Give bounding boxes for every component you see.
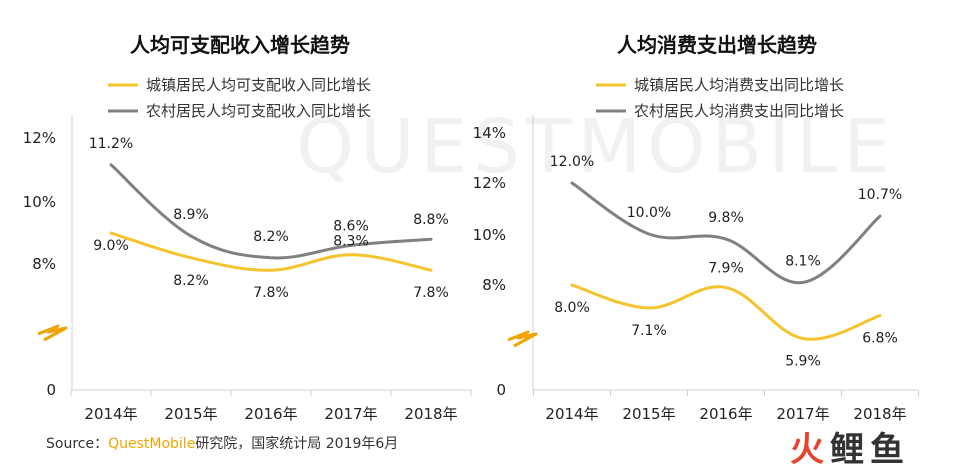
- data-label: 8.8%: [413, 212, 449, 228]
- chart-1: 人均可支配收入增长趋势城镇居民人均可支配收入同比增长农村居民人均可支配收入同比增…: [23, 33, 472, 423]
- data-label: 8.1%: [785, 253, 821, 269]
- data-label: 8.2%: [253, 229, 289, 245]
- y-tick-label: 8%: [482, 276, 506, 294]
- y-tick-label: 12%: [473, 174, 506, 192]
- x-tick-label: 2017年: [776, 405, 829, 423]
- y-tick-label: 10%: [23, 193, 56, 211]
- x-tick-label: 2014年: [545, 405, 598, 423]
- x-tick-label: 2018年: [853, 405, 906, 423]
- data-label: 11.2%: [89, 136, 133, 152]
- axis-break-icon: [37, 324, 68, 342]
- data-label: 7.9%: [708, 261, 744, 277]
- source-note: Source：QuestMobile研究院，国家统计局 2019年6月: [46, 433, 398, 453]
- legend-label: 城镇居民人均消费支出同比增长: [634, 76, 844, 94]
- data-label: 10.7%: [858, 187, 902, 203]
- x-tick-label: 2018年: [404, 405, 457, 423]
- data-label: 7.8%: [253, 285, 289, 301]
- data-label: 7.8%: [413, 285, 449, 301]
- data-label: 9.0%: [93, 238, 129, 254]
- data-label: 7.1%: [631, 323, 667, 339]
- source-brand: QuestMobile: [108, 436, 196, 452]
- data-label: 8.9%: [173, 207, 209, 223]
- legend-label: 城镇居民人均可支配收入同比增长: [146, 76, 371, 94]
- logo-part1: 火: [790, 430, 830, 470]
- series-line: [570, 181, 882, 285]
- data-label: 12.0%: [550, 154, 594, 170]
- data-label: 8.0%: [554, 300, 590, 316]
- watermark-text: QUESTMOBILE: [296, 104, 896, 190]
- x-tick-label: 2016年: [244, 405, 297, 423]
- y-tick-label: 0: [496, 381, 506, 399]
- chart-title: 人均可支配收入增长趋势: [130, 33, 350, 57]
- y-tick-label: 0: [46, 381, 56, 399]
- legend-label: 农村居民人均消费支出同比增长: [634, 102, 844, 120]
- x-tick-label: 2016年: [699, 405, 752, 423]
- y-tick-label: 8%: [32, 255, 56, 273]
- data-label: 8.2%: [173, 273, 209, 289]
- logo: 火鲤鱼: [790, 422, 910, 471]
- data-label: 5.9%: [785, 354, 821, 370]
- data-label: 10.0%: [627, 205, 671, 221]
- source-suffix: 研究院，国家统计局 2019年6月: [195, 436, 399, 452]
- source-prefix: Source：: [46, 436, 109, 452]
- y-tick-label: 14%: [473, 124, 506, 142]
- x-tick-label: 2014年: [84, 405, 137, 423]
- axis-break-icon: [507, 330, 538, 348]
- series-line: [570, 283, 882, 341]
- series-line: [109, 231, 433, 272]
- chart-title: 人均消费支出增长趋势: [617, 33, 817, 57]
- data-label: 6.8%: [862, 331, 898, 347]
- data-label: 9.8%: [708, 210, 744, 226]
- data-label: 8.6%: [333, 218, 369, 234]
- y-tick-label: 10%: [473, 226, 506, 244]
- legend-label: 农村居民人均可支配收入同比增长: [146, 102, 371, 120]
- y-tick-label: 12%: [23, 129, 56, 147]
- x-tick-label: 2015年: [164, 405, 217, 423]
- data-label: 8.3%: [333, 234, 369, 250]
- x-tick-label: 2017年: [324, 405, 377, 423]
- x-tick-label: 2015年: [622, 405, 675, 423]
- logo-part2: 鲤鱼: [830, 430, 910, 470]
- series-line: [109, 163, 433, 260]
